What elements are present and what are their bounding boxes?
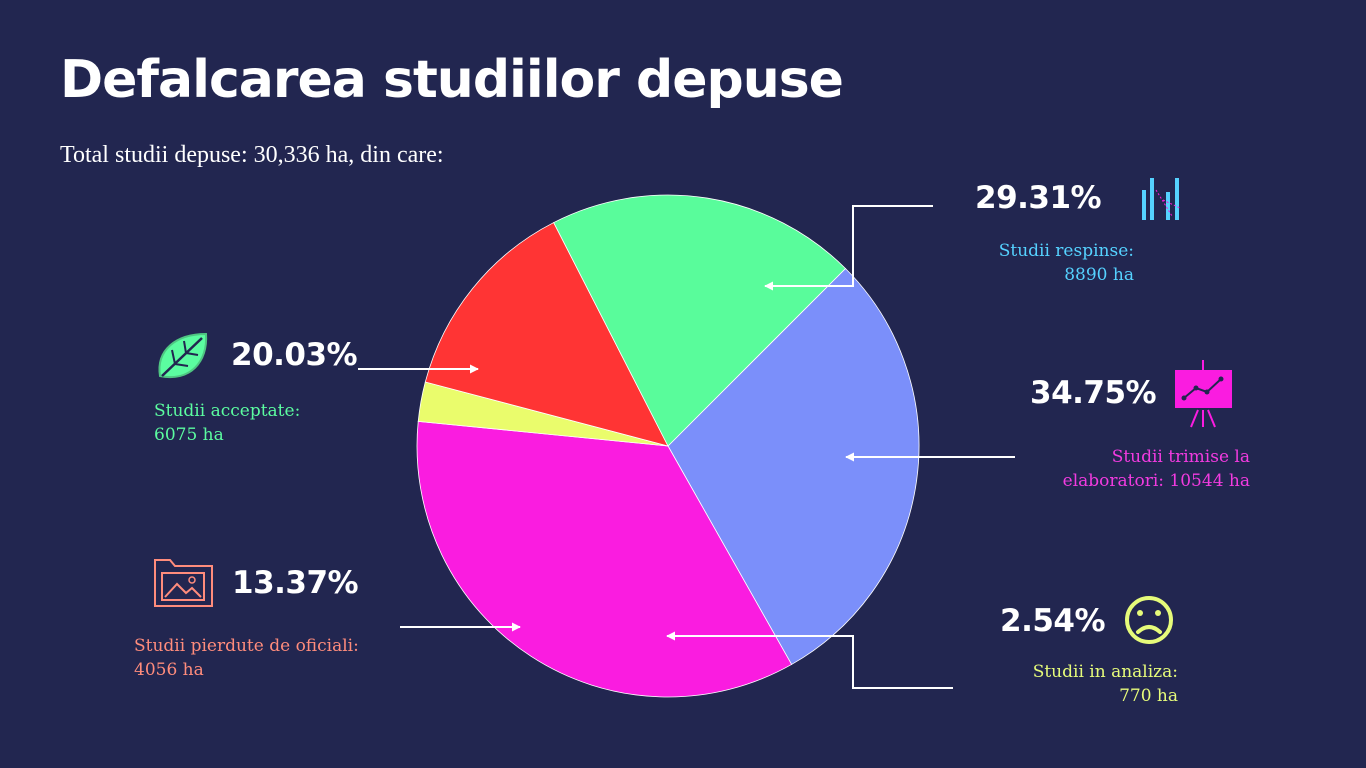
percent-respinse: 29.31% [975,180,1102,216]
percent-acceptate: 20.03% [231,337,358,373]
label-acceptate: Studii acceptate: 6075 ha [154,399,300,447]
label-pierdute-line2: 4056 ha [134,660,204,680]
label-respinse: Studii respinse: 8890 ha [999,239,1134,287]
pie-slice-respinse [667,267,920,666]
pie-slice-trimise [416,420,793,698]
label-pierdute: Studii pierdute de oficiali: 4056 ha [134,634,359,682]
label-respinse-line2: 8890 ha [1064,265,1134,285]
pie-slice-pierdute [424,222,669,447]
presentation-board-icon [1175,360,1232,428]
label-trimise-line2: elaboratori: 10544 ha [1062,471,1250,491]
page-title: Defalcarea studiilor depuse [60,50,844,110]
label-trimise: Studii trimise la elaboratori: 10544 ha [1063,445,1250,493]
label-trimise-line1: Studii trimise la [1111,447,1250,467]
label-analiza: Studii in analiza: 770 ha [1033,660,1178,708]
connector-respinse [764,205,933,291]
bar-chart-icon [1142,178,1181,220]
label-respinse-line1: Studii respinse: [998,241,1134,261]
label-pierdute-line1: Studii pierdute de oficiali: [134,636,359,656]
folder-image-icon [154,559,213,607]
percent-pierdute: 13.37% [232,565,359,601]
label-analiza-line1: Studii in analiza: [1032,662,1178,682]
percent-trimise: 34.75% [1030,375,1157,411]
label-acceptate-line1: Studii acceptate: [154,401,301,421]
sad-face-icon [1125,596,1173,644]
connector-analiza [666,631,953,689]
leaf-icon [158,332,208,379]
page-subtitle: Total studii depuse: 30,336 ha, din care… [60,142,444,168]
percent-analiza: 2.54% [1000,603,1106,639]
label-analiza-line2: 770 ha [1119,686,1178,706]
label-acceptate-line2: 6075 ha [154,425,224,445]
pie-slice-acceptate [553,194,847,447]
